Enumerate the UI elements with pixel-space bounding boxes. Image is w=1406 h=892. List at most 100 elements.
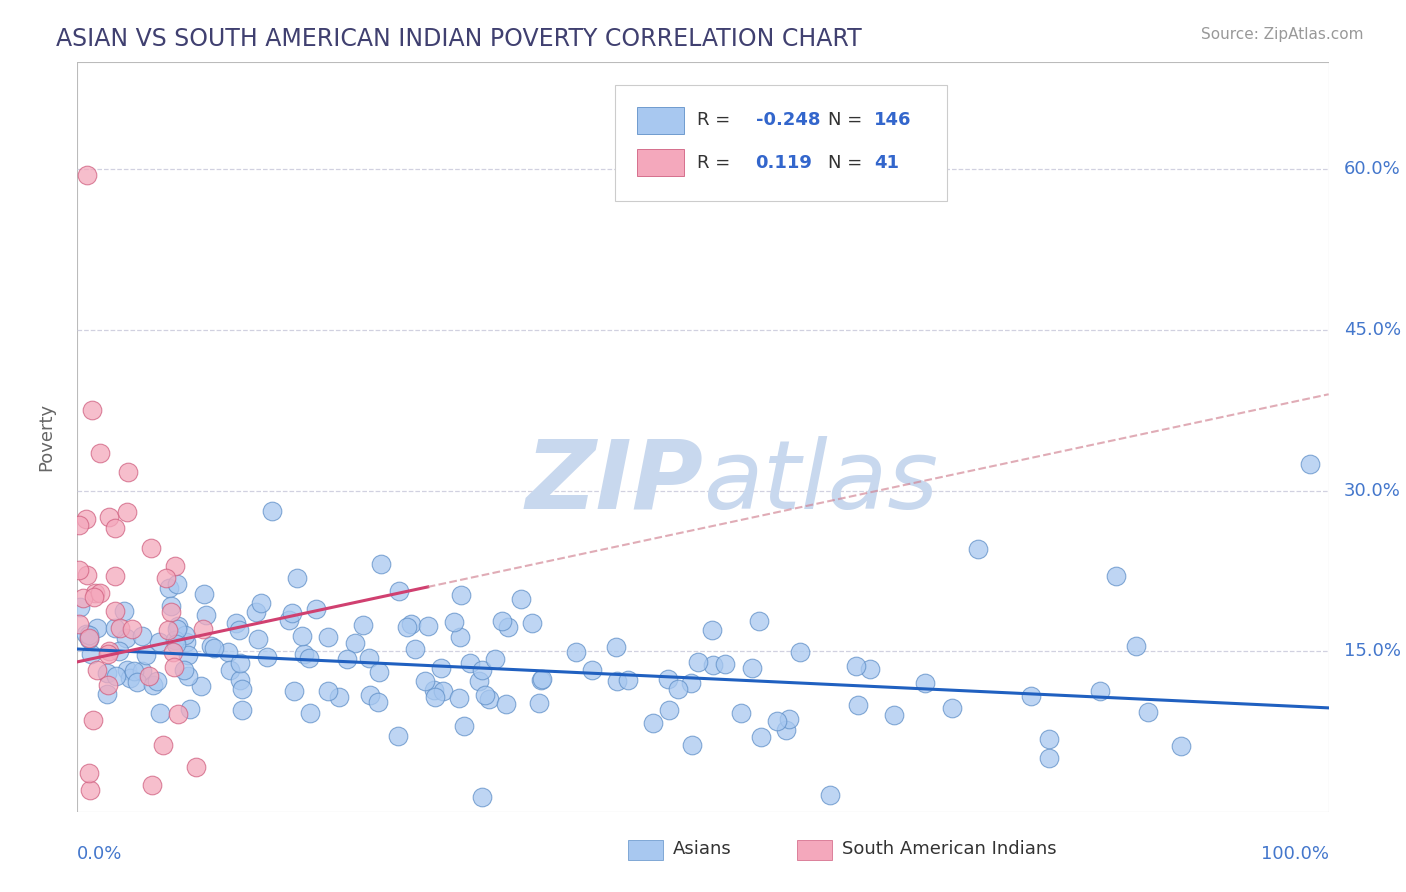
Point bbox=[121, 622, 143, 636]
Point bbox=[471, 663, 494, 677]
Point bbox=[1170, 739, 1192, 754]
Point bbox=[328, 690, 350, 704]
Point bbox=[193, 587, 215, 601]
Point bbox=[104, 621, 127, 635]
Point bbox=[231, 681, 253, 696]
Point bbox=[108, 621, 131, 635]
Point bbox=[316, 684, 339, 698]
Point bbox=[141, 778, 163, 792]
Point bbox=[202, 640, 225, 655]
Point bbox=[430, 661, 453, 675]
Point bbox=[177, 669, 200, 683]
Point bbox=[396, 620, 419, 634]
Point bbox=[387, 730, 409, 744]
Point bbox=[846, 698, 869, 712]
Point bbox=[76, 568, 98, 582]
Point bbox=[818, 788, 841, 802]
Point bbox=[67, 518, 90, 533]
Text: 15.0%: 15.0% bbox=[1344, 642, 1400, 660]
Point bbox=[775, 723, 797, 738]
Point bbox=[367, 665, 389, 679]
Point bbox=[79, 783, 101, 797]
Point bbox=[108, 643, 131, 657]
Point bbox=[495, 698, 517, 712]
Point bbox=[471, 790, 494, 805]
Point bbox=[681, 738, 703, 752]
Point bbox=[278, 613, 301, 627]
Point bbox=[352, 618, 374, 632]
Point bbox=[657, 673, 679, 687]
Point bbox=[789, 645, 811, 659]
Point bbox=[115, 664, 138, 678]
Point bbox=[491, 614, 513, 628]
Point bbox=[82, 403, 104, 417]
Point bbox=[404, 642, 426, 657]
Point bbox=[104, 604, 127, 618]
Text: 41: 41 bbox=[875, 153, 900, 172]
Point bbox=[458, 656, 481, 670]
Text: 100.0%: 100.0% bbox=[1261, 846, 1329, 863]
FancyBboxPatch shape bbox=[637, 149, 685, 177]
Text: ASIAN VS SOUTH AMERICAN INDIAN POVERTY CORRELATION CHART: ASIAN VS SOUTH AMERICAN INDIAN POVERTY C… bbox=[56, 27, 862, 51]
Point bbox=[166, 577, 188, 591]
Point bbox=[700, 624, 723, 638]
Text: R =: R = bbox=[697, 112, 730, 129]
Point bbox=[658, 703, 681, 717]
Point bbox=[1125, 639, 1147, 653]
Point bbox=[298, 651, 321, 665]
Point bbox=[1137, 705, 1160, 719]
Text: 146: 146 bbox=[875, 112, 912, 129]
Point bbox=[77, 632, 100, 646]
Text: Source: ZipAtlas.com: Source: ZipAtlas.com bbox=[1201, 27, 1364, 42]
Point bbox=[228, 656, 250, 670]
Point bbox=[581, 664, 603, 678]
Point bbox=[117, 505, 139, 519]
Point bbox=[190, 679, 212, 693]
Point bbox=[173, 664, 195, 678]
Point bbox=[160, 605, 183, 619]
Point bbox=[641, 715, 664, 730]
Point bbox=[231, 703, 253, 717]
Point bbox=[401, 617, 423, 632]
Text: ZIP: ZIP bbox=[524, 435, 703, 529]
FancyBboxPatch shape bbox=[797, 840, 832, 860]
Point bbox=[135, 648, 157, 663]
Point bbox=[778, 712, 800, 726]
Point bbox=[96, 687, 118, 701]
Point bbox=[77, 631, 100, 645]
Text: 60.0%: 60.0% bbox=[1344, 161, 1400, 178]
Point bbox=[75, 511, 97, 525]
Point bbox=[225, 616, 247, 631]
Point bbox=[104, 521, 127, 535]
Point bbox=[443, 615, 465, 629]
Point bbox=[478, 692, 501, 706]
Point bbox=[666, 682, 689, 697]
Point bbox=[474, 688, 496, 702]
Point bbox=[730, 706, 752, 721]
Point bbox=[67, 617, 90, 632]
Text: N =: N = bbox=[828, 112, 862, 129]
Point bbox=[72, 591, 94, 605]
Point bbox=[163, 660, 186, 674]
Point bbox=[1038, 731, 1060, 746]
Point bbox=[67, 563, 90, 577]
Point bbox=[195, 608, 218, 623]
Point bbox=[155, 571, 177, 585]
Text: Poverty: Poverty bbox=[37, 403, 55, 471]
Point bbox=[174, 628, 197, 642]
Text: 0.0%: 0.0% bbox=[77, 846, 122, 863]
Point bbox=[146, 674, 169, 689]
Point bbox=[186, 759, 208, 773]
Point bbox=[305, 602, 328, 616]
Point bbox=[530, 673, 553, 688]
Point bbox=[748, 614, 770, 628]
Point bbox=[291, 629, 314, 643]
Point bbox=[229, 673, 252, 687]
Point bbox=[97, 510, 120, 524]
Point bbox=[191, 622, 214, 636]
Point bbox=[167, 618, 190, 632]
Point bbox=[69, 600, 91, 615]
Point bbox=[200, 640, 222, 654]
Point bbox=[89, 446, 111, 460]
Point bbox=[97, 644, 120, 658]
